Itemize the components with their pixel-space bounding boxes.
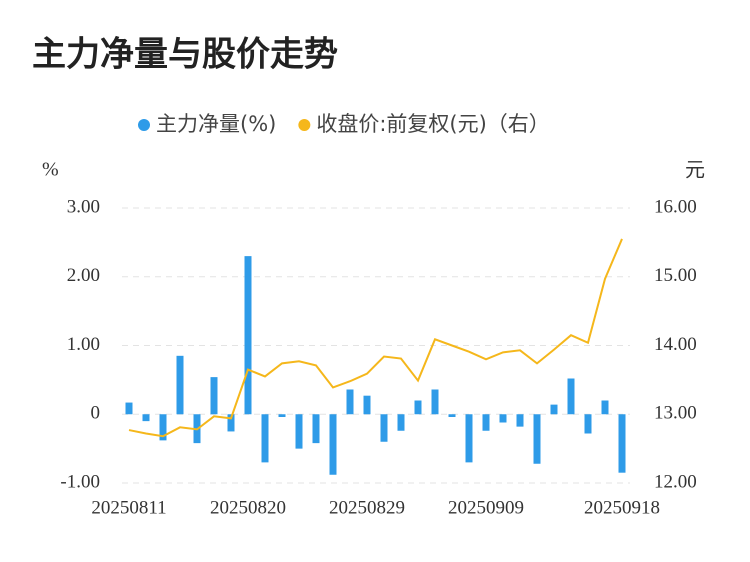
x-tick-label: 20250820 — [210, 497, 286, 518]
bar — [346, 389, 354, 415]
y2-axis-label: 元 — [685, 158, 705, 182]
y2-tick-label: 13.00 — [654, 403, 697, 424]
bar — [499, 414, 507, 423]
bar — [618, 414, 626, 473]
bar — [397, 414, 405, 431]
bar — [448, 414, 456, 417]
price-line — [128, 238, 623, 438]
bar — [278, 414, 286, 417]
bar — [380, 414, 388, 442]
bar — [431, 389, 439, 415]
bar — [295, 414, 303, 449]
bar — [227, 414, 235, 432]
bar — [533, 414, 541, 464]
x-tick-label: 20250909 — [448, 497, 524, 518]
y-axis-label: % — [42, 159, 59, 181]
x-tick-label: 20250829 — [329, 497, 405, 518]
bar — [567, 378, 575, 415]
bar — [414, 400, 422, 415]
y-tick-label: -1.00 — [60, 471, 100, 492]
legend: 主力净量(%) 收盘价:前复权(元)（右） — [138, 112, 550, 136]
bar — [482, 414, 490, 431]
y-tick-label: 0 — [91, 403, 101, 424]
legend-label: 收盘价:前复权(元)（右） — [316, 112, 549, 136]
bar — [601, 400, 609, 415]
y2-tick-label: 14.00 — [654, 334, 697, 355]
bar — [516, 414, 524, 427]
bar — [329, 414, 337, 475]
bar — [176, 355, 184, 415]
bar — [159, 414, 167, 441]
legend-marker — [298, 119, 311, 131]
y2-tick-label: 15.00 — [654, 265, 697, 286]
bar — [465, 414, 473, 463]
legend-label: 主力净量(%) — [156, 112, 276, 136]
bar — [244, 256, 252, 415]
bar — [210, 377, 218, 415]
x-tick-label: 20250918 — [584, 497, 660, 518]
bar — [312, 414, 320, 444]
bar — [142, 414, 150, 422]
chart-title: 主力净量与股价走势 — [32, 35, 338, 75]
bar — [125, 402, 133, 415]
y2-tick-label: 12.00 — [654, 471, 697, 492]
y-tick-label: 3.00 — [67, 196, 100, 217]
y-tick-label: 2.00 — [67, 265, 100, 286]
legend-marker — [138, 119, 150, 131]
x-tick-label: 20250811 — [91, 497, 166, 518]
y2-tick-label: 16.00 — [654, 196, 697, 217]
bar — [584, 414, 592, 434]
bar — [363, 395, 371, 415]
y-tick-label: 1.00 — [67, 334, 100, 355]
bar — [261, 414, 269, 463]
bar — [550, 404, 558, 415]
